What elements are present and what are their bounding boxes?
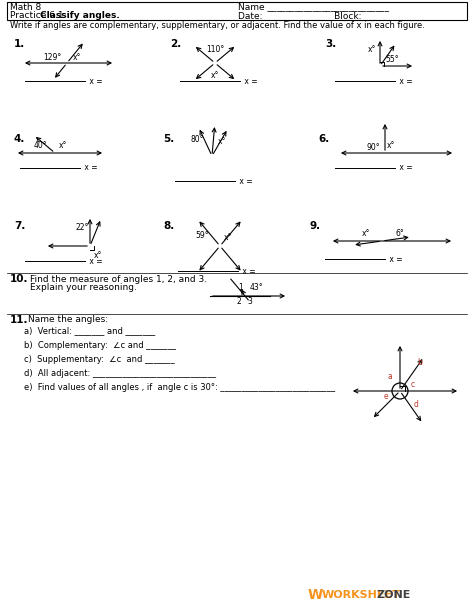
Text: 59°: 59° bbox=[195, 232, 209, 241]
Text: W: W bbox=[308, 588, 323, 602]
Text: x°: x° bbox=[387, 142, 395, 150]
Text: 8.: 8. bbox=[163, 221, 174, 231]
Text: 6.: 6. bbox=[318, 134, 329, 144]
Text: Find the measure of angles 1, 2, and 3.: Find the measure of angles 1, 2, and 3. bbox=[30, 274, 207, 284]
Text: 6°: 6° bbox=[396, 230, 404, 238]
Text: c)  Supplementary:  ∠c  and _______: c) Supplementary: ∠c and _______ bbox=[24, 354, 175, 364]
Text: 10.: 10. bbox=[10, 274, 28, 284]
Text: Classify angles.: Classify angles. bbox=[40, 12, 120, 21]
Text: 1.: 1. bbox=[14, 39, 25, 49]
Text: Name the angles:: Name the angles: bbox=[28, 315, 108, 324]
Text: x°: x° bbox=[362, 230, 370, 238]
Text: 2: 2 bbox=[236, 298, 241, 307]
Text: Name ___________________________: Name ___________________________ bbox=[238, 2, 389, 12]
Text: b: b bbox=[418, 358, 422, 367]
Text: x°: x° bbox=[218, 137, 226, 147]
Text: WORKSHEET: WORKSHEET bbox=[322, 590, 401, 600]
Text: 3.: 3. bbox=[325, 39, 336, 49]
Text: x =: x = bbox=[82, 164, 98, 172]
Text: x°: x° bbox=[73, 53, 81, 62]
Text: 5.: 5. bbox=[163, 134, 174, 144]
Text: 1: 1 bbox=[238, 284, 243, 293]
Text: 11.: 11. bbox=[10, 315, 28, 325]
Text: e)  Find values of all angles , if  angle c is 30°: ___________________________: e) Find values of all angles , if angle … bbox=[24, 382, 335, 392]
Text: d)  All adjacent: _____________________________: d) All adjacent: _______________________… bbox=[24, 368, 216, 378]
Text: ZONE: ZONE bbox=[377, 590, 411, 600]
Text: c: c bbox=[411, 380, 415, 389]
Text: a: a bbox=[388, 372, 392, 381]
Text: x =: x = bbox=[242, 76, 258, 86]
FancyBboxPatch shape bbox=[7, 2, 467, 20]
Text: 40°: 40° bbox=[33, 141, 47, 150]
Text: 9.: 9. bbox=[310, 221, 321, 231]
Text: x =: x = bbox=[87, 76, 103, 86]
Text: 129°: 129° bbox=[43, 53, 61, 62]
Text: b)  Complementary:  ∠c and _______: b) Complementary: ∠c and _______ bbox=[24, 340, 176, 349]
Text: 3: 3 bbox=[247, 298, 252, 307]
Text: 110°: 110° bbox=[206, 45, 224, 54]
Text: x°: x° bbox=[211, 71, 219, 81]
Text: d: d bbox=[413, 400, 419, 409]
Text: x°: x° bbox=[224, 233, 232, 243]
Text: x°: x° bbox=[59, 142, 67, 150]
Text: Practice 6.1: Practice 6.1 bbox=[10, 12, 66, 21]
Text: Write if angles are complementary, supplementary, or adjacent. Find the value of: Write if angles are complementary, suppl… bbox=[10, 21, 425, 31]
Text: Date: ______________  Block: ____: Date: ______________ Block: ____ bbox=[238, 12, 383, 21]
Text: 43°: 43° bbox=[250, 284, 264, 293]
Text: a)  Vertical: _______ and _______: a) Vertical: _______ and _______ bbox=[24, 326, 155, 335]
Text: x =: x = bbox=[387, 255, 402, 263]
Text: 80°: 80° bbox=[190, 136, 204, 144]
Text: x =: x = bbox=[397, 164, 413, 172]
Text: x°: x° bbox=[368, 45, 376, 54]
Text: e: e bbox=[383, 392, 388, 401]
Text: x =: x = bbox=[87, 257, 103, 266]
Text: x =: x = bbox=[237, 177, 253, 186]
Text: 4.: 4. bbox=[14, 134, 26, 144]
Text: x°: x° bbox=[94, 252, 102, 260]
Text: Math 8: Math 8 bbox=[10, 2, 41, 12]
Text: 22°: 22° bbox=[75, 224, 89, 233]
Text: x =: x = bbox=[240, 266, 255, 276]
Text: Explain your reasoning.: Explain your reasoning. bbox=[30, 284, 137, 293]
Text: 7.: 7. bbox=[14, 221, 26, 231]
Text: x =: x = bbox=[397, 76, 413, 86]
Text: 55°: 55° bbox=[385, 54, 399, 64]
Text: 2.: 2. bbox=[170, 39, 181, 49]
Text: 90°: 90° bbox=[366, 142, 380, 152]
